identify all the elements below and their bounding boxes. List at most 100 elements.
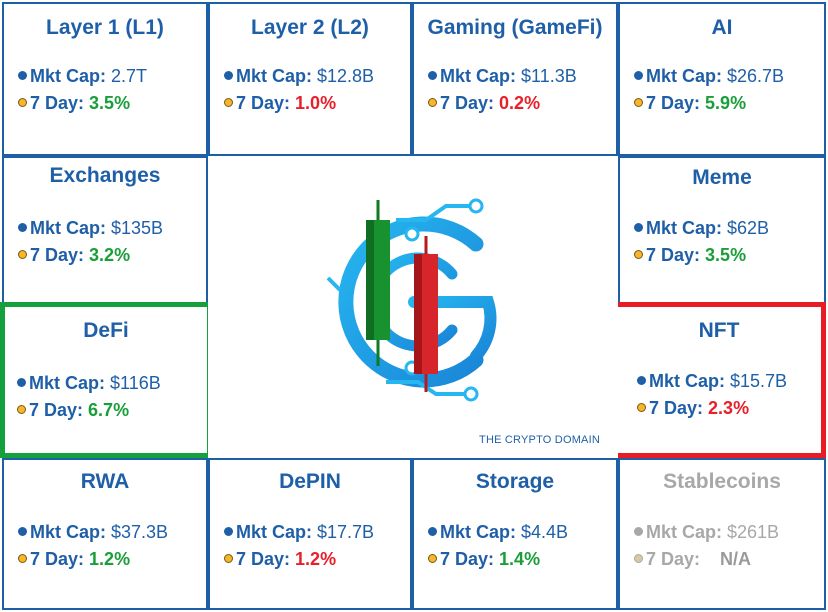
mkt-cap-row: Mkt Cap: $116B — [17, 373, 161, 394]
blue-dot-icon — [224, 527, 233, 536]
mkt-cap-row: Mkt Cap: $26.7B — [634, 66, 784, 87]
seven-day-label: 7 Day: — [440, 549, 495, 569]
seven-day-row: 7 Day: 3.5% — [18, 93, 130, 114]
seven-day-label: 7 Day: — [649, 398, 704, 418]
orange-dot-icon — [18, 250, 27, 259]
mkt-cap-value: $37.3B — [111, 522, 169, 542]
blue-dot-icon — [634, 527, 643, 536]
card-stablecoins: Stablecoins Mkt Cap: $261B 7 Day: N/A — [618, 458, 826, 610]
card-meme: Meme Mkt Cap: $62B 7 Day: 3.5% — [618, 156, 826, 304]
card-title: Layer 1 (L1) — [46, 16, 164, 39]
mkt-cap-value: $11.3B — [521, 66, 577, 86]
seven-day-value: 5.9% — [705, 93, 747, 113]
mkt-cap-value: $62B — [727, 218, 770, 238]
orange-dot-icon — [634, 98, 643, 107]
card-title: Exchanges — [49, 164, 161, 187]
mkt-cap-label: Mkt Cap: — [646, 522, 722, 542]
card-title: Meme — [692, 166, 752, 189]
seven-day-row: 7 Day: 3.2% — [18, 245, 130, 266]
seven-day-value: 3.5% — [89, 93, 131, 113]
mkt-cap-value: $12.8B — [317, 66, 375, 86]
mkt-cap-row: Mkt Cap: $17.7B — [224, 522, 374, 543]
seven-day-label: 7 Day: — [29, 400, 84, 420]
mkt-cap-value: $17.7B — [317, 522, 375, 542]
mkt-cap-row: Mkt Cap: $135B — [18, 218, 163, 239]
seven-day-value: 3.2% — [89, 245, 131, 265]
card-title: DeFi — [83, 319, 129, 342]
seven-day-row: 7 Day: 0.2% — [428, 93, 540, 114]
blue-dot-icon — [634, 71, 643, 80]
mkt-cap-row: Mkt Cap: $37.3B — [18, 522, 168, 543]
blue-dot-icon — [17, 378, 26, 387]
card-title: RWA — [80, 470, 130, 493]
mkt-cap-label: Mkt Cap: — [236, 522, 312, 542]
mkt-cap-label: Mkt Cap: — [30, 218, 106, 238]
seven-day-value: N/A — [720, 549, 752, 569]
mkt-cap-value: $15.7B — [730, 371, 788, 391]
orange-dot-icon — [634, 554, 643, 563]
card-ai: AI Mkt Cap: $26.7B 7 Day: 5.9% — [618, 2, 826, 156]
mkt-cap-label: Mkt Cap: — [236, 66, 312, 86]
mkt-cap-label: Mkt Cap: — [30, 522, 106, 542]
mkt-cap-row: Mkt Cap: $4.4B — [428, 522, 568, 543]
mkt-cap-row: Mkt Cap: 2.7T — [18, 66, 147, 87]
mkt-cap-value: $26.7B — [727, 66, 785, 86]
mkt-cap-value: 2.7T — [111, 66, 148, 86]
seven-day-row: 7 Day: 6.7% — [17, 400, 129, 421]
seven-day-row: 7 Day: 1.2% — [18, 549, 130, 570]
mkt-cap-row: Mkt Cap: $11.3B — [428, 66, 577, 87]
blue-dot-icon — [18, 71, 27, 80]
orange-dot-icon — [18, 98, 27, 107]
seven-day-label: 7 Day: — [646, 549, 701, 569]
seven-day-label: 7 Day: — [646, 245, 701, 265]
blue-dot-icon — [428, 527, 437, 536]
card-title: Gaming (GameFi) — [427, 16, 603, 39]
brand-label: THE CRYPTO DOMAIN — [479, 434, 600, 446]
blue-dot-icon — [634, 223, 643, 232]
seven-day-row: 7 Day: N/A — [634, 549, 751, 570]
blue-dot-icon — [637, 376, 646, 385]
mkt-cap-value: $116B — [110, 373, 161, 393]
mkt-cap-value: $261B — [727, 522, 780, 542]
card-gaming: Gaming (GameFi) Mkt Cap: $11.3B 7 Day: 0… — [412, 2, 618, 156]
crypto-domain-candlestick-logo — [326, 198, 497, 402]
mkt-cap-label: Mkt Cap: — [440, 522, 516, 542]
orange-dot-icon — [428, 554, 437, 563]
seven-day-row: 7 Day: 2.3% — [637, 398, 749, 419]
center-logo-area: THE CRYPTO DOMAIN — [208, 156, 618, 458]
card-storage: Storage Mkt Cap: $4.4B 7 Day: 1.4% — [412, 458, 618, 610]
mkt-cap-label: Mkt Cap: — [29, 373, 105, 393]
card-title: NFT — [698, 319, 740, 342]
card-title: Storage — [475, 470, 555, 493]
seven-day-value: 3.5% — [705, 245, 747, 265]
card-exchanges: Exchanges Mkt Cap: $135B 7 Day: 3.2% — [2, 156, 208, 304]
mkt-cap-label: Mkt Cap: — [646, 218, 722, 238]
blue-dot-icon — [428, 71, 437, 80]
mkt-cap-value: $135B — [111, 218, 164, 238]
blue-dot-icon — [18, 223, 27, 232]
seven-day-row: 7 Day: 1.4% — [428, 549, 540, 570]
blue-dot-icon — [18, 527, 27, 536]
mkt-cap-label: Mkt Cap: — [440, 66, 516, 86]
card-title: Stablecoins — [663, 470, 781, 493]
seven-day-label: 7 Day: — [236, 93, 291, 113]
seven-day-value: 1.0% — [295, 93, 337, 113]
orange-dot-icon — [17, 405, 26, 414]
card-layer1: Layer 1 (L1) Mkt Cap: 2.7T 7 Day: 3.5% — [2, 2, 208, 156]
mkt-cap-label: Mkt Cap: — [30, 66, 106, 86]
seven-day-label: 7 Day: — [646, 93, 701, 113]
seven-day-label: 7 Day: — [236, 549, 291, 569]
mkt-cap-label: Mkt Cap: — [646, 66, 722, 86]
seven-day-row: 7 Day: 3.5% — [634, 245, 746, 266]
card-title: AI — [711, 16, 733, 39]
card-layer2: Layer 2 (L2) Mkt Cap: $12.8B 7 Day: 1.0% — [208, 2, 412, 156]
card-nft: NFT Mkt Cap: $15.7B 7 Day: 2.3% — [612, 302, 826, 458]
seven-day-row: 7 Day: 5.9% — [634, 93, 746, 114]
orange-dot-icon — [18, 554, 27, 563]
mkt-cap-row: Mkt Cap: $12.8B — [224, 66, 374, 87]
card-depin: DePIN Mkt Cap: $17.7B 7 Day: 1.2% — [208, 458, 412, 610]
blue-dot-icon — [224, 71, 233, 80]
seven-day-value: 1.2% — [89, 549, 131, 569]
card-title: Layer 2 (L2) — [251, 16, 369, 39]
